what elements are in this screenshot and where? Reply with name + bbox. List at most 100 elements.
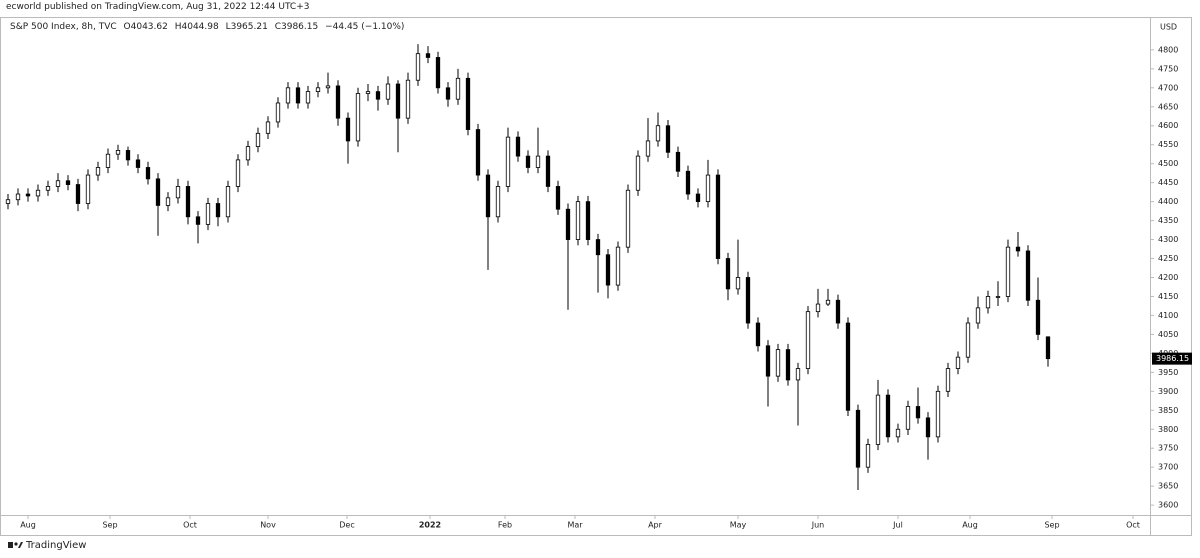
candle-body [715,174,721,259]
candle-body [735,277,741,290]
candle-body [625,189,631,248]
y-tick-label: 3600 [1158,501,1178,510]
candle-body [895,428,901,438]
candle-body [545,155,551,187]
candle-body [245,146,251,161]
candle-body [55,180,61,187]
candle-body [525,155,531,168]
candle-body [85,174,91,204]
candle-body [555,186,561,210]
x-tick-label: Sep [102,521,117,530]
ohlc-prefix: O [123,22,131,32]
candle-body [535,155,541,168]
candle-body [845,322,851,411]
candle-body [455,77,461,100]
y-tick-label: 3800 [1158,425,1178,434]
candle-body [1005,246,1011,297]
candle-body [955,356,961,369]
x-tick-label: Feb [498,521,512,530]
candle-body [915,406,921,419]
candle-body [185,186,191,218]
y-tick-label: 4200 [1158,273,1178,282]
x-tick-label: Aug [20,521,36,530]
candle-body [135,159,141,168]
x-tick-label: Aug [962,521,978,530]
candle-body [805,311,811,369]
y-tick-label: 4350 [1158,216,1178,225]
candle-body [435,57,441,89]
ohlc-value: 4044.98 [181,22,219,32]
candle-body [825,299,831,305]
chart-frame [0,17,1192,536]
candle-body [965,322,971,358]
candle-body [685,170,691,195]
candle-body [355,93,361,142]
candle-body [815,303,821,313]
candle-body [165,197,171,206]
x-tick-label: Jul [892,521,903,530]
y-tick-label: 4800 [1158,45,1178,54]
candle-body [495,186,501,218]
candle-body [445,87,451,100]
candle-body [695,193,701,203]
candle-body [565,208,571,240]
candle-body [195,216,201,225]
candle-body [155,178,161,206]
candle-body [95,167,101,176]
x-tick-label: Nov [260,521,276,530]
y-tick-label: 3850 [1158,406,1178,415]
ohlc-prefix: H [174,22,182,32]
candle-body [905,406,911,430]
candle-body [925,417,931,438]
candle-body [1025,250,1031,301]
y-tick-label: 3700 [1158,463,1178,472]
x-tick-label: Mar [567,521,583,530]
candle-body [315,87,321,93]
candle-body [265,121,271,134]
candle-body [1045,336,1051,360]
candle-body [635,155,641,191]
candle-body [105,153,111,168]
last-price-box [1152,352,1192,365]
y-tick-label: 4150 [1158,292,1178,301]
y-tick-label: 3950 [1158,368,1178,377]
candle-body [885,394,891,438]
candle-body [465,77,471,130]
candle-body [475,129,481,176]
candle-body [345,117,351,142]
candle-body [25,193,31,197]
candle-body [675,151,681,172]
candle-body [835,299,841,324]
ohlc-value: 3965.21 [230,22,268,32]
candle-body [35,189,41,197]
currency-label: USD [1160,23,1177,32]
last-price-label: 3986.15 [1156,354,1189,363]
series-legend: S&P 500 Index, 8h, TVC O4043.62 H4044.98… [10,22,408,32]
y-tick-label: 3900 [1158,387,1178,396]
y-tick-label: 4600 [1158,121,1178,130]
tv-logo [8,542,23,548]
candle-body [665,125,671,153]
candle-body [755,322,761,347]
candle-body [125,150,131,161]
candle-body [305,91,311,104]
candle-body [705,174,711,203]
candle-body [785,349,791,381]
change-text: −44.45 (−1.10%) [325,22,405,32]
candle-body [725,258,731,290]
ohlc-value: 3986.15 [281,22,319,32]
candle-body [255,132,261,148]
candle-body [275,102,281,123]
candle-body [615,246,621,286]
y-tick-label: 4100 [1158,311,1178,320]
candle-body [515,136,521,157]
candle-body [1035,299,1041,335]
candle-body [655,125,661,142]
candle-body [855,409,861,468]
symbol-title: S&P 500 Index, 8h, TVC [10,22,117,32]
candle-body [865,444,871,468]
candle-body [205,203,211,225]
candle-body [1015,246,1021,252]
candle-body [115,150,121,155]
